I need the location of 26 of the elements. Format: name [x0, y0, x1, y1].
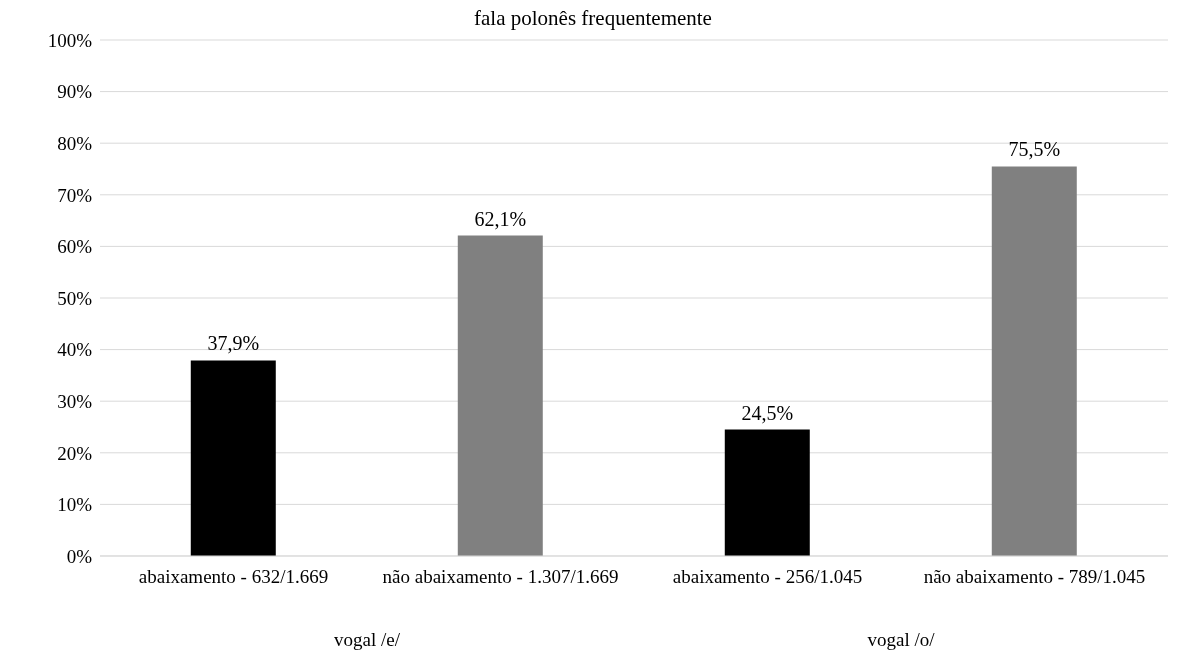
x-tick-label: abaixamento - 632/1.669	[138, 566, 329, 588]
chart-title: fala polonês frequentemente	[473, 6, 713, 31]
y-tick-label: 50%	[57, 287, 93, 309]
y-tick-label: 20%	[57, 442, 93, 464]
y-tick-label: 30%	[57, 390, 93, 412]
data-label: 37,9%	[207, 332, 260, 355]
y-tick-label: 80%	[57, 132, 93, 154]
y-tick-label: 60%	[57, 236, 93, 258]
y-tick-label: 40%	[57, 339, 93, 361]
y-tick-label: 0%	[66, 545, 93, 567]
text: vogal /e/	[334, 629, 401, 650]
text: vogal /o/	[867, 629, 936, 650]
bar	[190, 360, 276, 556]
bar	[724, 429, 810, 556]
bar	[457, 235, 543, 556]
y-tick-label: 100%	[47, 29, 93, 51]
x-tick-label: não abaixamento - 1.307/1.669	[382, 566, 619, 588]
data-label: 75,5%	[1008, 138, 1061, 161]
x-tick-label: não abaixamento - 789/1.045	[923, 566, 1146, 588]
data-label: 62,1%	[474, 207, 527, 230]
bar	[991, 166, 1077, 556]
x-tick-label: abaixamento - 256/1.045	[672, 566, 863, 588]
y-tick-label: 10%	[57, 494, 93, 516]
y-tick-label: 90%	[57, 81, 93, 103]
data-label: 24,5%	[741, 401, 794, 424]
y-tick-label: 70%	[57, 184, 93, 206]
